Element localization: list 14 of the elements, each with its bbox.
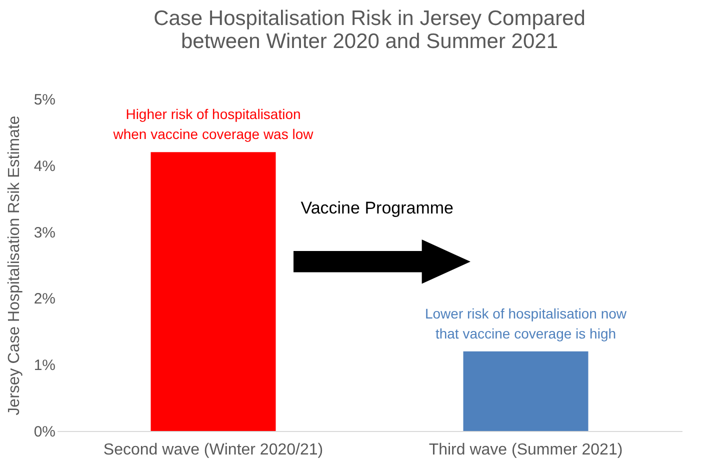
y-axis-title: Jersey Case Hospitalisation Rsik Estimate bbox=[6, 116, 23, 416]
y-tick-label: 0% bbox=[34, 424, 56, 440]
y-tick-label: 3% bbox=[34, 224, 56, 242]
x-tick-label: Second wave (Winter 2020/21) bbox=[103, 442, 324, 458]
text: Case Hospitalisation Risk in Jersey Compared bbox=[154, 7, 586, 30]
annotation: Vaccine Programme bbox=[300, 198, 454, 218]
text: between Winter 2020 and Summer 2021 bbox=[180, 30, 558, 53]
y-tick-label: 2% bbox=[34, 290, 56, 308]
y-tick-label: 4% bbox=[34, 158, 56, 175]
annotation: Higher risk of hospitalisation when vaccine coverage was low bbox=[112, 106, 314, 142]
y-tick-label: 1% bbox=[34, 357, 56, 374]
x-tick-label: Third wave (Summer 2021) bbox=[428, 442, 623, 458]
y-tick-label: 5% bbox=[34, 92, 56, 108]
annotation: Lower risk of hospitalisation now that vaccine coverage is high bbox=[424, 305, 628, 342]
